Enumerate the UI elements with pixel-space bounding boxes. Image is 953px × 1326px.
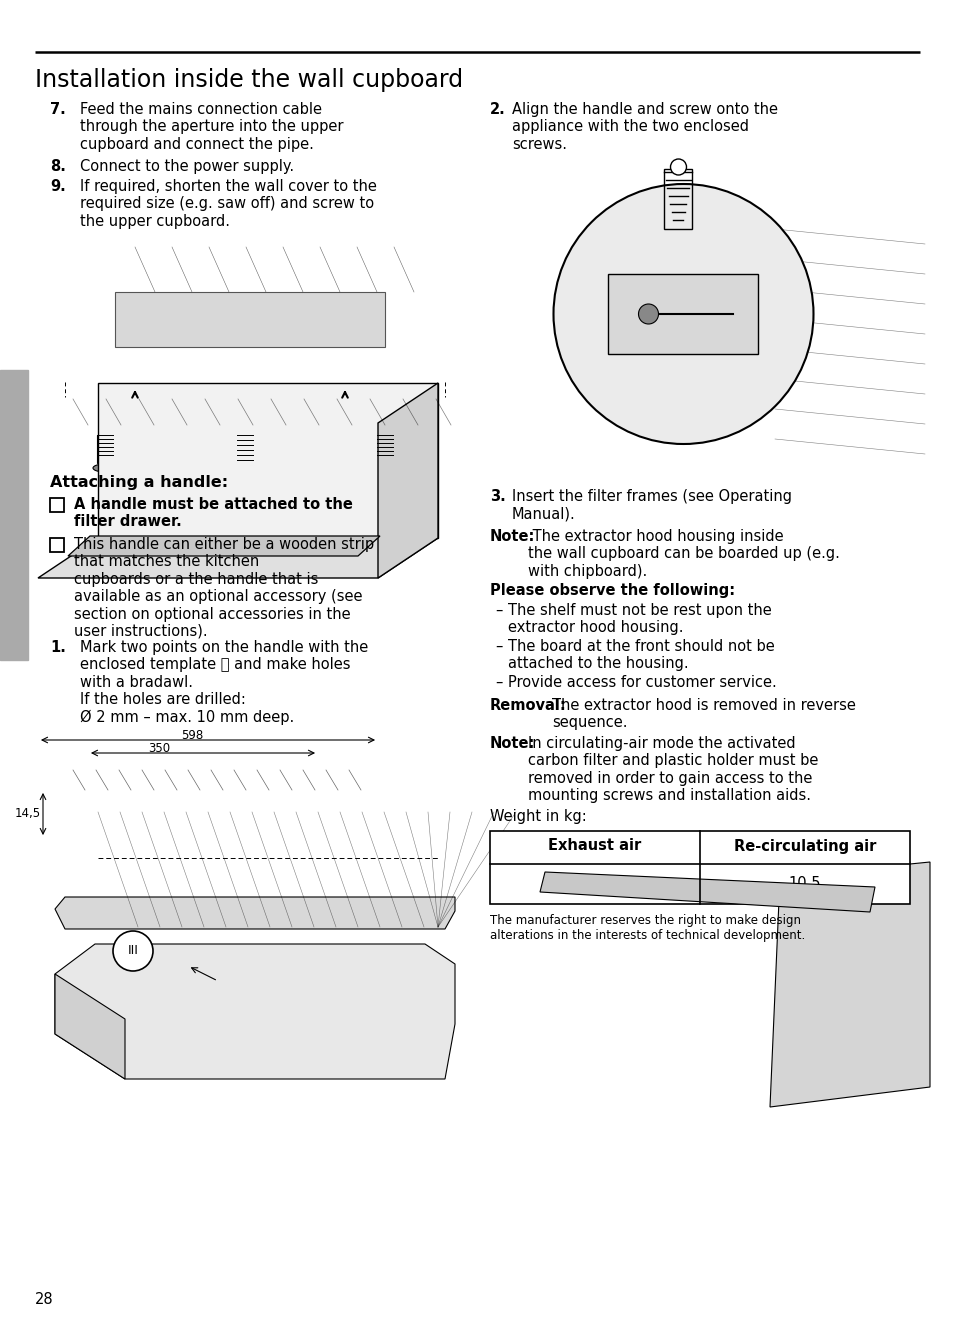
Polygon shape [55,896,455,930]
Text: 28: 28 [35,1292,53,1307]
Text: This handle can either be a wooden strip
that matches the kitchen
cupboards or a: This handle can either be a wooden strip… [74,537,374,639]
Bar [664,168,692,229]
Polygon shape [98,383,437,538]
Polygon shape [769,862,929,1107]
Bar [0,370,28,660]
Circle shape [112,931,152,971]
Text: The manufacturer reserves the right to make design
alterations in the interests : The manufacturer reserves the right to m… [490,914,804,941]
Polygon shape [55,944,455,1079]
Polygon shape [68,536,379,556]
Polygon shape [539,873,874,912]
Ellipse shape [233,471,256,479]
Circle shape [670,159,686,175]
Text: The board at the front should not be
attached to the housing.: The board at the front should not be att… [507,639,774,671]
Ellipse shape [373,464,396,472]
Text: 2.: 2. [490,102,505,117]
Polygon shape [55,975,125,1079]
Polygon shape [377,383,437,578]
Text: –: – [495,675,502,690]
Polygon shape [519,842,619,902]
Text: 598: 598 [181,729,203,743]
Polygon shape [840,842,909,922]
Text: 7.: 7. [50,102,66,117]
Text: Provide access for customer service.: Provide access for customer service. [507,675,776,690]
Bar [115,292,385,347]
Text: Exhaust air: Exhaust air [548,838,641,854]
Text: Removal:: Removal: [490,697,566,713]
Bar [50,538,64,552]
Text: Installation inside the wall cupboard: Installation inside the wall cupboard [35,68,462,91]
Text: Connect to the power supply.: Connect to the power supply. [80,159,294,174]
Text: The shelf must not be rest upon the
extractor hood housing.: The shelf must not be rest upon the extr… [507,603,771,635]
Ellipse shape [92,464,117,472]
Text: If required, shorten the wall cover to the
required size (e.g. saw off) and scre: If required, shorten the wall cover to t… [80,179,376,229]
Bar [50,499,64,512]
Bar [490,831,909,904]
Text: Attaching a handle:: Attaching a handle: [50,475,228,491]
Text: A handle must be attached to the
filter drawer.: A handle must be attached to the filter … [74,497,353,529]
Bar [97,435,112,463]
Text: In circulating-air mode the activated
carbon filter and plastic holder must be
r: In circulating-air mode the activated ca… [527,736,818,804]
Polygon shape [38,538,437,578]
Bar [608,274,758,354]
Text: 1.: 1. [50,640,66,655]
Circle shape [638,304,658,324]
Circle shape [553,184,813,444]
Text: –: – [495,639,502,654]
Text: The extractor hood housing inside
the wall cupboard can be boarded up (e.g.
with: The extractor hood housing inside the wa… [527,529,839,579]
Text: III: III [128,944,138,957]
Text: Weight in kg:: Weight in kg: [490,809,586,823]
Text: Feed the mains connection cable
through the aperture into the upper
cupboard and: Feed the mains connection cable through … [80,102,343,151]
Text: 350: 350 [148,743,170,754]
Text: 3.: 3. [490,489,505,504]
Bar [376,435,393,463]
Text: Mark two points on the handle with the
enclosed template ⓘ and make holes
with a: Mark two points on the handle with the e… [80,640,368,725]
Text: –: – [495,603,502,618]
Text: Note:: Note: [490,529,535,544]
Text: The extractor hood is removed in reverse
sequence.: The extractor hood is removed in reverse… [552,697,855,731]
Text: 10,5: 10,5 [788,875,821,891]
Text: Align the handle and screw onto the
appliance with the two enclosed
screws.: Align the handle and screw onto the appl… [512,102,778,151]
Text: Please observe the following:: Please observe the following: [490,583,735,598]
Bar [236,435,253,469]
Text: 14,5: 14,5 [15,808,41,821]
Text: 9.: 9. [50,179,66,194]
Text: Insert the filter frames (see Operating
Manual).: Insert the filter frames (see Operating … [512,489,791,521]
Text: Note:: Note: [490,736,535,751]
Text: 8.: 8. [50,159,66,174]
Text: 9,5: 9,5 [583,875,606,891]
Text: Re-circulating air: Re-circulating air [733,838,875,854]
